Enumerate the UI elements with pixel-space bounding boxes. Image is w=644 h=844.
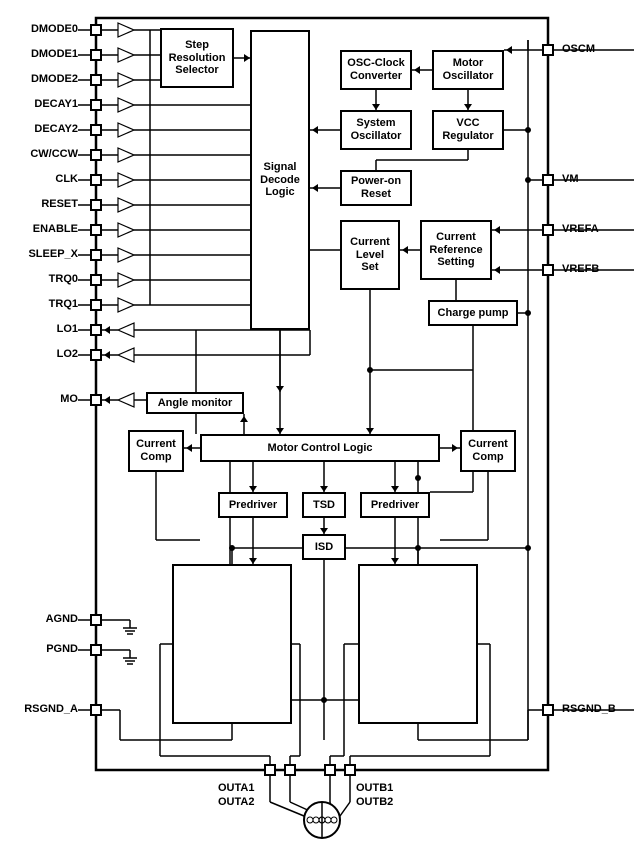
pin-sleep_x: SLEEP_X [10, 248, 78, 260]
pin-agnd: AGND [10, 613, 78, 625]
pin-vrefb: VREFB [562, 263, 632, 275]
pin-pgnd: PGND [10, 643, 78, 655]
block-motor_osc: MotorOscillator [432, 50, 504, 90]
pin-dmode0: DMODE0 [10, 23, 78, 35]
pin-trq0: TRQ0 [10, 273, 78, 285]
pinbox-oscm [542, 44, 554, 56]
pin-reset: RESET [10, 198, 78, 210]
lbl-outb2: OUTB2 [356, 796, 408, 808]
pinbox-mo [90, 394, 102, 406]
block-cur_level: CurrentLevelSet [340, 220, 400, 290]
block-step_res: StepResolutionSelector [160, 28, 234, 88]
block-signal_decode: SignalDecodeLogic [250, 30, 310, 330]
pinbox-rsgnd_b [542, 704, 554, 716]
pinbox-out0 [264, 764, 276, 776]
block-sys_osc: SystemOscillator [340, 110, 412, 150]
pinbox-dmode2 [90, 74, 102, 86]
block-motor_ctrl: Motor Control Logic [200, 434, 440, 462]
pinbox-decay2 [90, 124, 102, 136]
pin-cw/ccw: CW/CCW [10, 148, 78, 160]
block-hbridge_r [358, 564, 478, 724]
block-tsd: TSD [302, 492, 346, 518]
pinbox-clk [90, 174, 102, 186]
pin-mo: MO [10, 393, 78, 405]
block-charge_pump: Charge pump [428, 300, 518, 326]
pinbox-vrefa [542, 224, 554, 236]
pinbox-lo1 [90, 324, 102, 336]
pin-clk: CLK [10, 173, 78, 185]
pinbox-out1 [284, 764, 296, 776]
pin-oscm: OSCM [562, 43, 632, 55]
block-cur_comp_l: CurrentComp [128, 430, 184, 472]
pinbox-vrefb [542, 264, 554, 276]
pinbox-vm [542, 174, 554, 186]
lbl-outb1: OUTB1 [356, 782, 408, 794]
block-angle_mon: Angle monitor [146, 392, 244, 414]
pinbox-rsgnd_a [90, 704, 102, 716]
block-por: Power-onReset [340, 170, 412, 206]
pin-dmode1: DMODE1 [10, 48, 78, 60]
pinbox-dmode1 [90, 49, 102, 61]
pin-lo2: LO2 [10, 348, 78, 360]
pinbox-decay1 [90, 99, 102, 111]
block-osc_clock: OSC-ClockConverter [340, 50, 412, 90]
pin-trq1: TRQ1 [10, 298, 78, 310]
pinbox-pgnd [90, 644, 102, 656]
block-isd: ISD [302, 534, 346, 560]
pin-vm: VM [562, 173, 632, 185]
pinbox-cw/ccw [90, 149, 102, 161]
pinbox-out3 [344, 764, 356, 776]
block-predrv_l: Predriver [218, 492, 288, 518]
pin-vrefa: VREFA [562, 223, 632, 235]
pin-decay1: DECAY1 [10, 98, 78, 110]
block-cur_ref: CurrentReferenceSetting [420, 220, 492, 280]
pin-rsgnd_a: RSGND_A [10, 703, 78, 715]
block-vcc_reg: VCCRegulator [432, 110, 504, 150]
pinbox-sleep_x [90, 249, 102, 261]
pinbox-dmode0 [90, 24, 102, 36]
pinbox-lo2 [90, 349, 102, 361]
pinbox-trq0 [90, 274, 102, 286]
pin-dmode2: DMODE2 [10, 73, 78, 85]
lbl-outa2: OUTA2 [218, 796, 270, 808]
pinbox-out2 [324, 764, 336, 776]
pin-decay2: DECAY2 [10, 123, 78, 135]
pin-lo1: LO1 [10, 323, 78, 335]
pinbox-agnd [90, 614, 102, 626]
block-cur_comp_r: CurrentComp [460, 430, 516, 472]
pin-enable: ENABLE [10, 223, 78, 235]
pinbox-reset [90, 199, 102, 211]
pin-rsgnd_b: RSGND_B [562, 703, 632, 715]
pinbox-trq1 [90, 299, 102, 311]
block-predrv_r: Predriver [360, 492, 430, 518]
pinbox-enable [90, 224, 102, 236]
block-hbridge_l [172, 564, 292, 724]
lbl-outa1: OUTA1 [218, 782, 270, 794]
